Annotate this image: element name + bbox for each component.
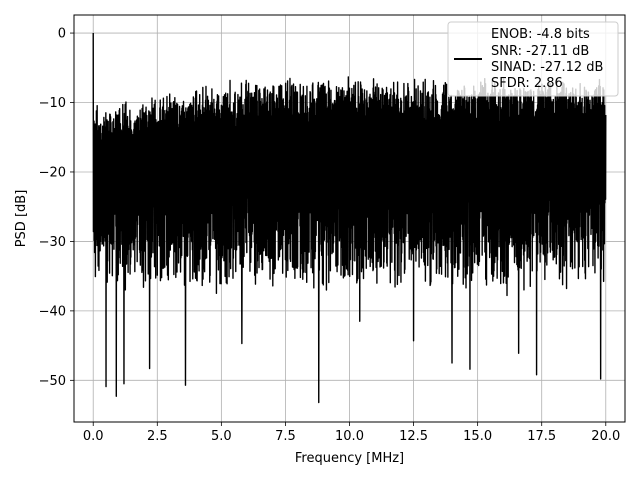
y-tick-label: −40 bbox=[39, 304, 66, 319]
x-tick-label: 10.0 bbox=[335, 429, 364, 444]
x-tick-label: 17.5 bbox=[527, 429, 556, 444]
y-tick-label: −30 bbox=[39, 235, 66, 250]
legend-box bbox=[447, 21, 619, 97]
legend-entry-sfdr: SFDR: 2.86 bbox=[491, 76, 563, 91]
x-axis-ticks: 0.0 2.5 5.0 7.5 10.0 12.5 15.0 17.5 20.0 bbox=[83, 422, 620, 444]
x-tick-label: 7.5 bbox=[275, 429, 296, 444]
x-tick-label: 12.5 bbox=[399, 429, 428, 444]
legend: ENOB: -4.8 bits SNR: -27.11 dB SINAD: -2… bbox=[447, 21, 619, 97]
x-tick-label: 2.5 bbox=[147, 429, 168, 444]
x-tick-label: 20.0 bbox=[591, 429, 620, 444]
y-axis-ticks: 0 −10 −20 −30 −40 −50 bbox=[39, 27, 74, 389]
y-tick-label: −20 bbox=[39, 165, 66, 180]
legend-entry-snr: SNR: -27.11 dB bbox=[491, 44, 589, 59]
legend-entry-enob: ENOB: -4.8 bits bbox=[491, 27, 590, 42]
y-tick-label: 0 bbox=[58, 27, 66, 42]
psd-line bbox=[92, 33, 607, 404]
legend-entry-sinad: SINAD: -27.12 dB bbox=[491, 60, 603, 75]
x-tick-label: 5.0 bbox=[211, 429, 232, 444]
y-axis-label: PSD [dB] bbox=[14, 190, 29, 248]
x-tick-label: 0.0 bbox=[83, 429, 104, 444]
x-axis-label: Frequency [MHz] bbox=[295, 451, 404, 466]
y-tick-label: −50 bbox=[39, 374, 66, 389]
x-tick-label: 15.0 bbox=[463, 429, 492, 444]
psd-series-line bbox=[92, 33, 607, 404]
y-tick-label: −10 bbox=[39, 96, 66, 111]
